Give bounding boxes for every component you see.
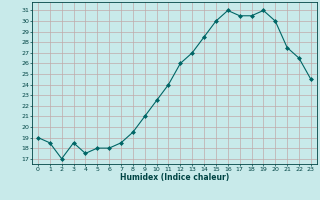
X-axis label: Humidex (Indice chaleur): Humidex (Indice chaleur) xyxy=(120,173,229,182)
